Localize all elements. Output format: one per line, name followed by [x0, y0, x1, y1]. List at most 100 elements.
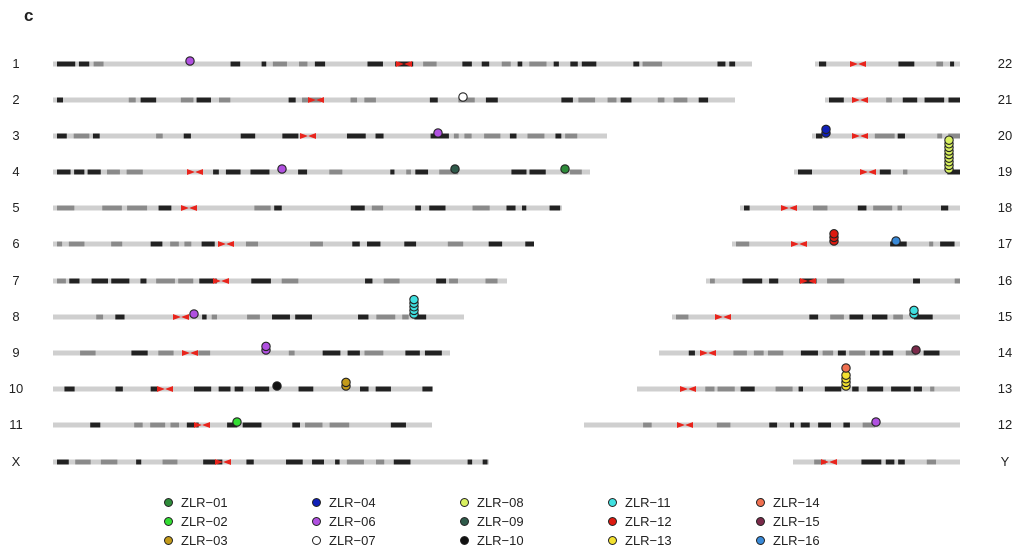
chromosome-21 — [825, 97, 960, 103]
centromere-mark — [800, 278, 808, 284]
legend-label: ZLR−06 — [329, 514, 376, 529]
legend-item-zlr-02: ZLR−02 — [164, 514, 228, 529]
marker-zlr-03 — [341, 377, 351, 388]
legend-label: ZLR−02 — [181, 514, 228, 529]
chromosome-label-left: 7 — [12, 273, 19, 288]
chromosome-Y — [793, 459, 960, 465]
centromere-mark — [680, 386, 688, 392]
centromere-mark — [860, 133, 868, 139]
legend-swatch — [312, 498, 321, 507]
chromosome-4 — [53, 169, 590, 175]
legend-swatch — [164, 517, 173, 526]
centromere-mark — [715, 314, 723, 320]
legend-item-zlr-12: ZLR−12 — [608, 514, 672, 529]
chromosome-label-right: 16 — [998, 273, 1012, 288]
centromere-mark — [213, 278, 221, 284]
marker-zlr-16 — [891, 236, 901, 246]
panel-label: c — [24, 6, 34, 25]
chromosome-label-left: X — [12, 454, 21, 469]
legend-item-zlr-09: ZLR−09 — [460, 514, 524, 529]
chromosome-12 — [584, 422, 960, 428]
centromere-mark — [860, 97, 868, 103]
chromosome-3 — [53, 133, 607, 139]
legend-swatch — [756, 536, 765, 545]
legend-item-zlr-16: ZLR−16 — [756, 533, 820, 548]
chromosome-label-left: 11 — [9, 417, 23, 432]
chromosome-22 — [815, 61, 960, 67]
legend-swatch — [608, 517, 617, 526]
legend-swatch — [756, 517, 765, 526]
marker-zlr-11 — [409, 294, 419, 305]
legend-label: ZLR−12 — [625, 514, 672, 529]
centromere-mark — [165, 386, 173, 392]
marker-zlr-04 — [821, 124, 831, 135]
chromosome-label-left: 3 — [12, 128, 19, 143]
chromosome-label-right: 18 — [998, 200, 1012, 215]
chromosome-20 — [812, 133, 960, 139]
legend-item-zlr-13: ZLR−13 — [608, 533, 672, 548]
legend-label: ZLR−11 — [625, 495, 671, 510]
legend-label: ZLR−01 — [181, 495, 228, 510]
marker-zlr-07 — [458, 92, 468, 102]
marker-zlr-02 — [232, 417, 242, 427]
centromere-mark — [858, 61, 866, 67]
centromere-mark — [226, 241, 234, 247]
centromere-mark — [218, 241, 226, 247]
legend-swatch — [164, 536, 173, 545]
chromosome-label-right: 14 — [998, 345, 1012, 360]
legend-label: ZLR−10 — [477, 533, 524, 548]
centromere-mark — [308, 97, 316, 103]
centromere-mark — [852, 133, 860, 139]
centromere-mark — [181, 314, 189, 320]
marker-zlr-06 — [189, 309, 199, 319]
centromere-mark — [860, 169, 868, 175]
chromosome-11 — [53, 422, 432, 428]
legend-label: ZLR−08 — [477, 495, 524, 510]
chromosome-19 — [794, 169, 960, 175]
centromere-mark — [781, 205, 789, 211]
marker-zlr-11 — [909, 305, 919, 316]
centromere-mark — [700, 350, 708, 356]
legend-swatch — [460, 517, 469, 526]
centromere-mark — [708, 350, 716, 356]
chromosome-18 — [740, 205, 960, 211]
legend-label: ZLR−15 — [773, 514, 820, 529]
chromosome-label-right: 13 — [998, 381, 1012, 396]
centromere-mark — [821, 459, 829, 465]
chromosome-16 — [706, 278, 960, 284]
centromere-mark — [404, 61, 412, 67]
chromosome-5 — [53, 205, 562, 211]
centromere-mark — [829, 459, 837, 465]
marker-zlr-12 — [829, 229, 839, 239]
legend-swatch — [608, 498, 617, 507]
marker-zlr-06 — [433, 128, 443, 138]
legend-swatch — [756, 498, 765, 507]
centromere-mark — [685, 422, 693, 428]
chromosome-label-left: 2 — [12, 92, 19, 107]
chromosome-10 — [53, 386, 433, 392]
marker-zlr-14 — [841, 363, 851, 373]
legend-swatch — [164, 498, 173, 507]
centromere-mark — [173, 314, 181, 320]
centromere-mark — [850, 61, 858, 67]
legend-label: ZLR−09 — [477, 514, 524, 529]
legend-swatch — [312, 517, 321, 526]
centromere-mark — [799, 241, 807, 247]
centromere-mark — [808, 278, 816, 284]
chromosome-label-left: 10 — [9, 381, 23, 396]
legend-swatch — [608, 536, 617, 545]
chromosome-label-right: 12 — [998, 417, 1012, 432]
chromosome-label-left: 1 — [12, 56, 19, 71]
marker-zlr-10 — [272, 381, 282, 391]
legend-label: ZLR−04 — [329, 495, 376, 510]
legend-item-zlr-14: ZLR−14 — [756, 495, 820, 510]
centromere-mark — [308, 133, 316, 139]
chromosome-X — [53, 459, 489, 465]
chromosome-label-right: 21 — [998, 92, 1012, 107]
legend-item-zlr-04: ZLR−04 — [312, 495, 376, 510]
chromosome-label-left: 5 — [12, 200, 19, 215]
centromere-mark — [194, 422, 202, 428]
chromosome-label-left: 9 — [12, 345, 19, 360]
chromosome-label-right: Y — [1001, 454, 1010, 469]
